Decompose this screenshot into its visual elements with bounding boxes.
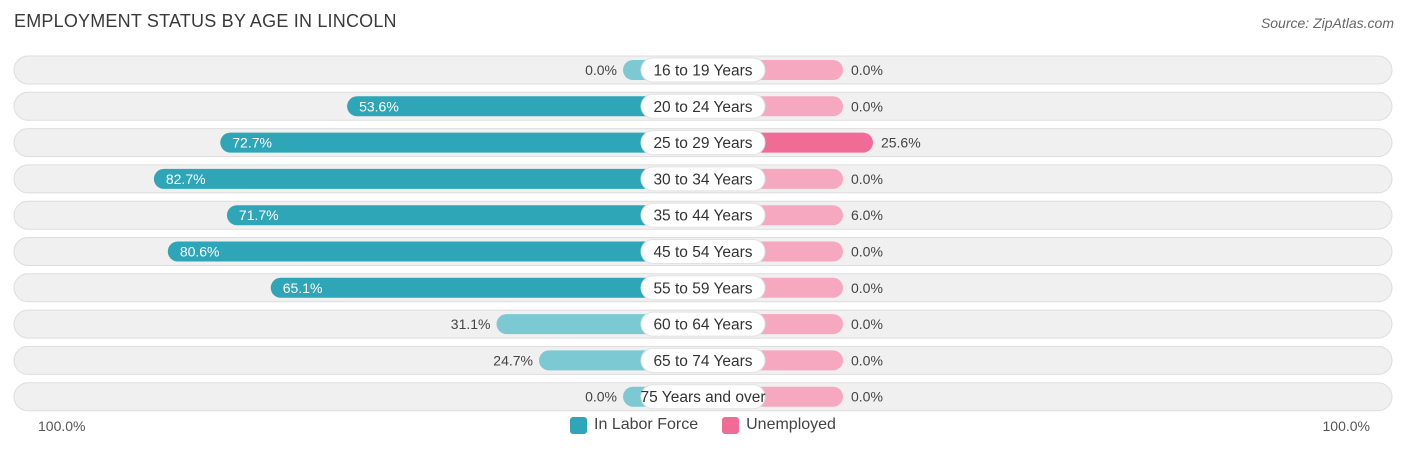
category-pill [640,202,766,228]
category-label: 30 to 34 Years [653,171,752,188]
labor-force-value-label: 72.7% [232,135,272,151]
labor-force-value-label: 0.0% [585,389,617,405]
category-label: 25 to 29 Years [653,135,752,152]
labor-force-bar [167,241,716,262]
labor-force-value-label: 31.1% [451,316,491,332]
source-note: Source: ZipAtlas.com [1260,15,1394,31]
unemployed-value-label: 0.0% [851,316,883,332]
chart-title: EMPLOYMENT STATUS BY AGE IN LINCOLN [14,11,397,31]
unemployed-value-label: 0.0% [851,98,883,114]
labor-force-bar [153,168,715,189]
unemployed-value-label: 0.0% [851,352,883,368]
category-pill [640,311,766,337]
labor-force-value-label: 82.7% [166,171,206,187]
category-label: 45 to 54 Years [653,244,752,261]
legend: In Labor Force Unemployed [0,416,1406,434]
unemployed-value-label: 25.6% [881,135,921,151]
category-pill [640,57,766,83]
category-pill [640,166,766,192]
category-pill [640,239,766,264]
labor-force-value-label: 71.7% [239,207,279,223]
labor-force-bar [226,205,716,226]
legend-swatch-labor-force [570,416,588,434]
category-pill [640,93,766,119]
category-label: 60 to 64 Years [653,317,752,334]
axis-left-label: 100.0% [38,418,86,434]
category-pill [640,130,766,156]
unemployed-value-label: 0.0% [851,280,883,296]
category-label: 16 to 19 Years [653,63,752,80]
axis-right-label: 100.0% [1322,418,1370,434]
unemployed-value-label: 0.0% [851,62,883,78]
category-pill [640,347,766,373]
category-label: 75 Years and over [641,389,766,406]
legend-item-labor-force: In Labor Force [570,416,698,434]
legend-label-labor-force: In Labor Force [594,416,699,433]
category-label: 65 to 74 Years [653,353,752,370]
category-label: 35 to 44 Years [653,208,752,225]
legend-label-unemployed: Unemployed [746,416,836,433]
category-pill [640,275,766,301]
unemployed-value-label: 0.0% [851,171,883,187]
unemployed-value-label: 0.0% [851,389,883,405]
labor-force-value-label: 65.1% [283,280,323,296]
labor-force-value-label: 24.7% [493,352,533,368]
unemployed-value-label: 6.0% [851,207,883,223]
legend-item-unemployed: Unemployed [722,416,836,434]
labor-force-value-label: 80.6% [180,244,220,260]
labor-force-bar [220,132,715,153]
labor-force-bar [270,277,715,298]
category-label: 20 to 24 Years [653,99,752,116]
labor-force-bar [347,96,715,117]
category-label: 55 to 59 Years [653,280,752,297]
category-pill [640,384,766,410]
labor-force-value-label: 0.0% [585,62,617,78]
labor-force-value-label: 53.6% [359,98,399,114]
unemployed-value-label: 0.0% [851,244,883,260]
legend-swatch-unemployed [722,416,740,434]
